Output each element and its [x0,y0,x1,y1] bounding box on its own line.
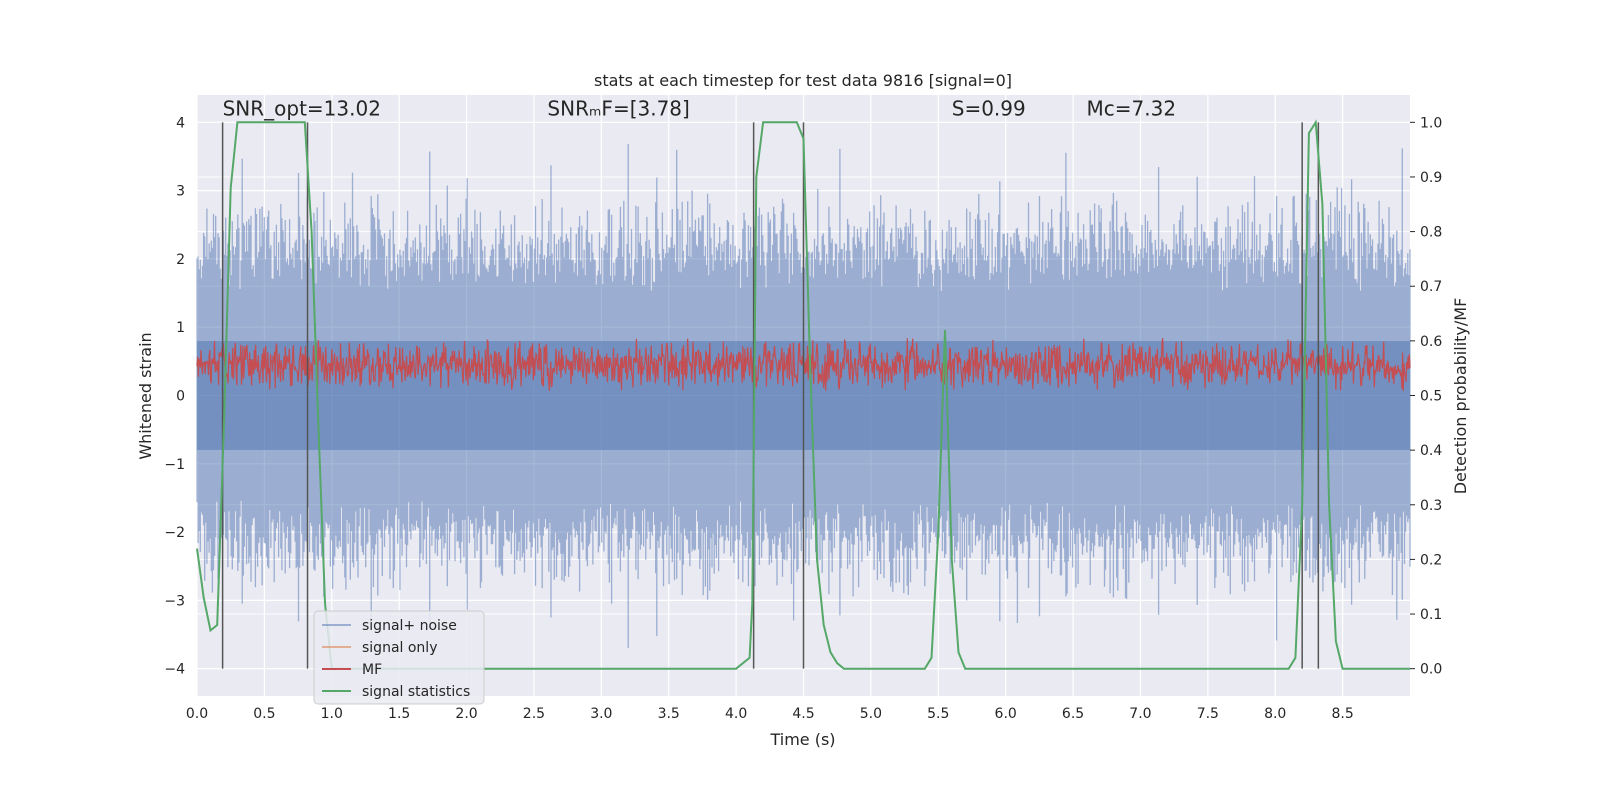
legend-label-signal-only: signal only [362,640,437,656]
x-tick-label: 1.0 [321,706,343,722]
x-axis-ticks: 0.0 0.5 1.0 1.5 2.0 2.5 3.0 3.5 4.0 4.5 5.0 5.5 6.0 6… [186,706,1354,722]
annotation-s-value: S=0.99 [952,96,1026,120]
x-tick-label: 6.5 [1062,706,1084,722]
y-tick-label: 2 [176,252,185,268]
y-tick-label: 3 [176,184,185,200]
x-tick-label: 3.5 [658,706,680,722]
x-tick-label: 0.5 [253,706,275,722]
x-tick-label: 8.5 [1331,706,1353,722]
y2-tick-label: 0.0 [1420,662,1442,678]
y2-tick-label: 0.9 [1420,170,1442,186]
y2-tick-label: 0.5 [1420,389,1442,405]
y2-axis-ticks: 0.0 0.1 0.2 0.3 0.4 0.5 0.6 0.7 0.8 0.9 1.0 [1410,115,1442,678]
y2-tick-label: 1.0 [1420,115,1442,131]
x-tick-label: 2.0 [455,706,477,722]
y2-tick-label: 0.4 [1420,443,1442,459]
x-tick-label: 4.5 [792,706,814,722]
x-tick-label: 5.0 [860,706,882,722]
x-tick-label: 6.0 [995,706,1017,722]
y-axis-ticks: −4 −3 −2 −1 0 1 2 3 4 [164,115,185,677]
legend-label-signal-statistics: signal statistics [362,684,470,700]
signal-statistics-line [196,119,1410,670]
y2-axis-label: Detection probability/MF [1451,298,1470,495]
y-tick-label: 1 [176,320,185,336]
y2-tick-label: 0.3 [1420,498,1442,514]
annotation-mc-value: Mc=7.32 [1087,96,1177,120]
x-axis-label: Time (s) [769,730,835,749]
y2-tick-label: 0.2 [1420,552,1442,568]
x-tick-label: 7.0 [1129,706,1151,722]
x-tick-label: 2.5 [523,706,545,722]
legend: signal+ noise signal only MF signal stat… [313,610,485,705]
y2-tick-label: 0.1 [1420,607,1442,623]
y2-tick-label: 0.7 [1420,279,1442,295]
x-tick-label: 7.5 [1197,706,1219,722]
x-tick-label: 5.5 [927,706,949,722]
y2-tick-label: 0.6 [1420,334,1442,350]
y-tick-label: −1 [164,457,185,473]
x-tick-label: 8.0 [1264,706,1286,722]
legend-label-signal-noise: signal+ noise [362,618,457,634]
y-tick-label: −4 [164,662,185,678]
annotation-snr-mf: SNRₘF=[3.78] [547,96,689,120]
x-tick-label: 0.0 [186,706,208,722]
legend-box [313,610,485,705]
legend-label-mf: MF [362,662,382,678]
y-tick-label: −2 [164,525,185,541]
annotations: SNR_opt=13.02 SNRₘF=[3.78] S=0.99 Mc=7.32 [223,96,1176,120]
y-tick-label: 4 [176,115,185,131]
y-axis-label: Whitened strain [136,332,155,459]
annotation-snr-opt: SNR_opt=13.02 [223,96,381,120]
y2-tick-label: 0.8 [1420,225,1442,241]
signal-statistics-series [196,119,1410,670]
x-tick-label: 1.5 [388,706,410,722]
x-tick-label: 4.0 [725,706,747,722]
y-tick-label: 0 [176,389,185,405]
y-tick-label: −3 [164,593,185,609]
chart-title: stats at each timestep for test data 981… [594,71,1012,90]
x-tick-label: 3.0 [590,706,612,722]
